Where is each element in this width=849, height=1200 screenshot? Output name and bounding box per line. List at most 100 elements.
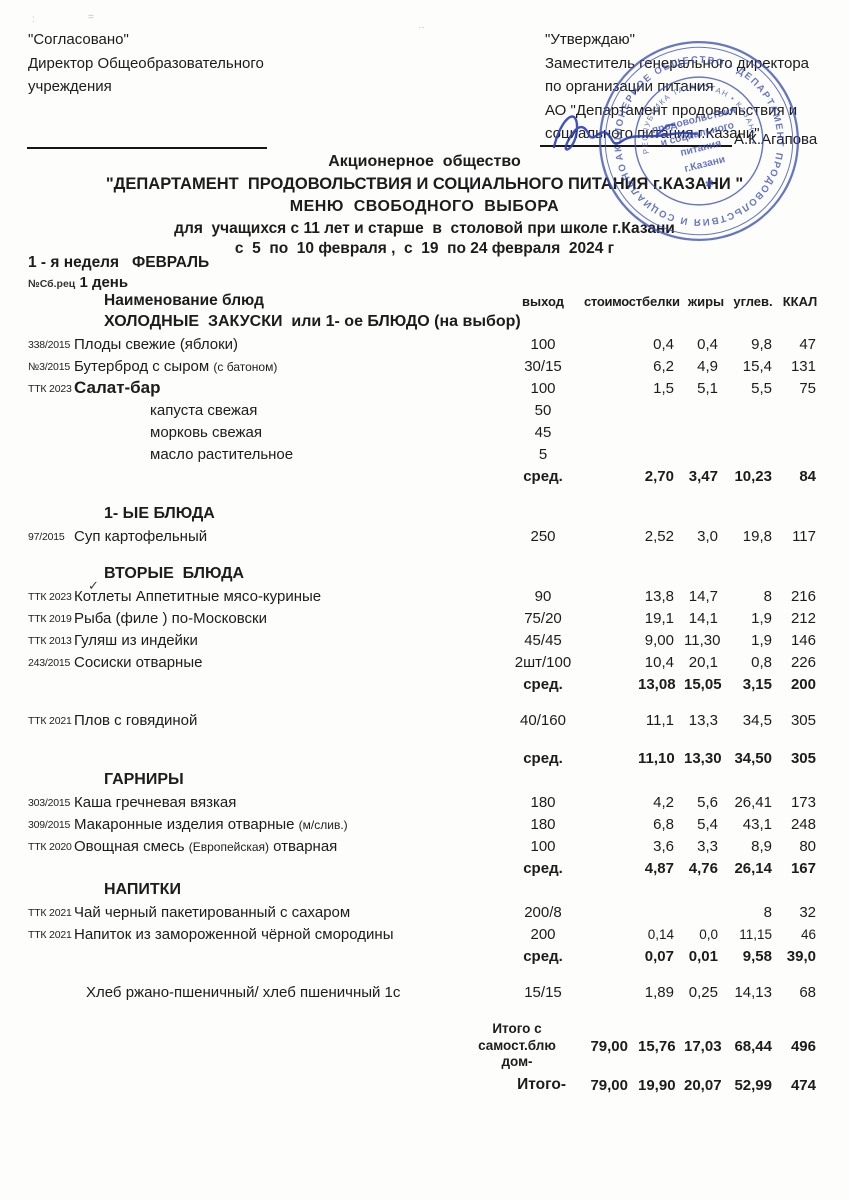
fat-value: 14,1 [688,609,718,627]
dish-name: Плов с говядиной [74,711,198,729]
cost-value: 79,00 [590,1037,628,1055]
portion-size: 100 [530,837,556,855]
protein-value: 1,89 [644,983,674,1001]
spacer [28,683,74,685]
dish-code: ТТК 2023 [28,383,72,395]
carbs-value: 10,23 [734,467,772,485]
dish-code: №3/2015 [28,361,70,373]
average-row: сред. 0,07 0,01 9,58 39,0 [28,945,822,967]
protein-value: 0,4 [653,335,674,353]
section-title: ВТОРЫЕ БЛЮДА [104,565,245,582]
dish-name: Овощная смесь (Европейская) отварная [74,837,338,855]
average-label: сред. [523,947,563,965]
dish-row: 243/2015 Сосиски отварные 2шт/100 10,4 20,1 0… [28,651,822,673]
carbs-value: 14,13 [734,983,772,1001]
dish-code: ТТК 2021 [28,907,72,919]
ingredient-row: морковь свежая 45 [28,421,822,443]
carbs-value: 5,5 [751,379,772,397]
dish-row: 303/2015 Каша гречневая вязкая 180 4,2 5,6 26… [28,791,822,813]
org-type-title: Акционерное общество [328,153,521,170]
kcal-value: 305 [790,749,816,767]
section-title: ХОЛОДНЫЕ ЗАКУСКИ или 1- ое БЛЮДО (на выб… [104,313,521,330]
kcal-value: 46 [800,926,816,942]
dish-row: ТТК 2021 Напиток из замороженной чёрной с… [28,923,822,945]
carbs-value: 26,14 [734,859,772,877]
kcal-value: 146 [790,631,816,649]
recipe-book-ref: №Сб.рец [28,278,76,290]
protein-value: 11,1 [645,711,674,729]
date-range-subtitle: с 5 по 10 февраля , с 19 по 24 февраля 2… [234,240,615,257]
kcal-value: 173 [790,793,816,811]
protein-value: 15,76 [638,1037,676,1055]
protein-value: 10,4 [644,653,674,671]
dish-code: 303/2015 [28,797,71,809]
protein-value: 13,8 [644,587,674,605]
header-code-spacer [28,300,74,302]
fat-value: 0,4 [697,335,718,353]
portion-size: 30/15 [524,357,562,375]
spacer [28,475,74,477]
average-row: сред. 11,10 13,30 34,50 305 [28,747,822,769]
kcal-value: 200 [790,675,816,693]
portion-size: 100 [530,335,556,353]
dish-name: морковь свежая [150,423,262,441]
carbs-value: 8,9 [751,837,772,855]
fat-value: 15,05 [684,675,722,693]
dish-name: Плоды свежие (яблоки) [74,335,239,353]
menu-title: МЕНЮ СВОБОДНОГО ВЫБОРА [289,198,560,215]
fat-value: 3,47 [688,467,718,485]
carbs-value: 34,5 [742,711,772,729]
dish-code: ТТК 2013 [28,635,72,647]
section-title: НАПИТКИ [104,881,181,898]
dish-code: ТТК 2021 [28,715,72,727]
average-label: сред. [523,859,563,877]
row-gap [28,487,822,503]
protein-value: 9,00 [644,631,674,649]
dish-row: 309/2015 Макаронные изделия отварные (м/с… [28,813,822,835]
org-name-title: "ДЕПАРТАМЕНТ ПРОДОВОЛЬСТВИЯ И СОЦИАЛЬНОГ… [105,175,744,193]
header-dish-name: Наименование блюд [104,292,264,309]
portion-size: 180 [530,793,556,811]
total-label: Итого с самост.блю дом- [28,1021,582,1071]
kcal-value: 131 [790,357,816,375]
section-row: ХОЛОДНЫЕ ЗАКУСКИ или 1- ое БЛЮДО (на выб… [28,311,822,333]
portion-size: 40/160 [520,711,566,729]
kcal-value: 32 [799,903,816,921]
fat-value: 17,03 [684,1037,722,1055]
average-row: сред. 2,70 3,47 10,23 84 [28,465,822,487]
protein-value: 19,1 [644,609,674,627]
carbs-value: 9,8 [751,335,772,353]
fat-value: 11,30 [684,631,721,649]
menu-table: Наименование блюд выход стоимост белки ж… [28,291,822,1097]
carbs-value: 43,1 [742,815,772,833]
section-row: 1- ЫЕ БЛЮДА [28,503,822,525]
approved-title: "Утверждаю" [545,31,635,48]
carbs-value: 3,15 [742,675,772,693]
checkmark-annotation: ✓ [88,578,99,593]
fat-value: 14,7 [688,587,718,605]
fat-value: 5,6 [697,793,718,811]
dish-note: (м/слив.) [298,817,348,832]
portion-size: 45 [534,423,552,441]
kcal-value: 84 [799,467,816,485]
total-with-homemade-row: Итого с самост.блю дом- 79,00 15,76 17,03 68,4… [28,1019,822,1073]
protein-value: 2,70 [644,467,674,485]
grand-total-row: Итого- 79,00 19,90 20,07 52,99 474 [28,1073,822,1097]
fat-value: 4,76 [688,859,718,877]
portion-size: 45/45 [524,631,562,649]
protein-value: 1,5 [653,379,674,397]
header-protein: белки [641,293,681,309]
header-cost: стоимост [584,293,642,309]
kcal-value: 496 [790,1037,816,1055]
dish-note: (с батоном) [213,359,278,374]
kcal-value: 75 [799,379,816,397]
protein-value: 6,2 [653,357,674,375]
dish-code: 309/2015 [28,819,71,831]
kcal-value: 47 [799,335,816,353]
dish-name: Напиток из замороженной чёрной смородины [74,925,394,943]
carbs-value: 9,58 [742,947,772,965]
portion-size: 50 [534,401,552,419]
dish-name: Хлеб ржано-пшеничный/ хлеб пшеничный 1с [86,983,401,1001]
day-line: №Сб.рец 1 день [28,274,128,291]
carbs-value: 8 [763,587,772,605]
